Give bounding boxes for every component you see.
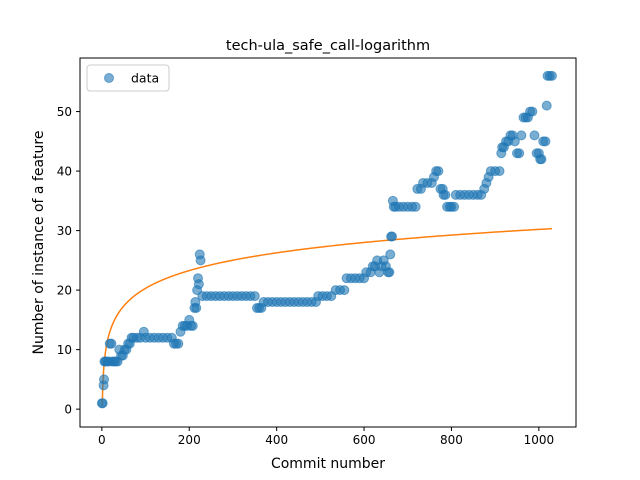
data-point (107, 339, 116, 348)
data-point (517, 131, 526, 140)
y-tick-label: 30 (57, 224, 72, 238)
x-tick-label: 600 (353, 433, 376, 447)
y-axis-label: Number of instance of a feature (31, 131, 47, 355)
data-point (434, 167, 443, 176)
y-tick-label: 40 (57, 165, 72, 179)
data-point (98, 399, 107, 408)
data-point (541, 137, 550, 146)
data-point (515, 149, 524, 158)
data-point (386, 250, 395, 259)
x-axis-label: Commit number (271, 456, 385, 472)
data-point (188, 321, 197, 330)
y-tick-label: 50 (57, 105, 72, 119)
data-point (542, 101, 551, 110)
data-point (340, 286, 349, 295)
legend-label-data: data (131, 71, 159, 86)
data-point (411, 202, 420, 211)
x-tick-label: 800 (440, 433, 463, 447)
x-tick-label: 200 (178, 433, 201, 447)
chart-title: tech-ula_safe_call-logarithm (226, 38, 430, 54)
x-tick-label: 0 (98, 433, 106, 447)
data-point (100, 375, 109, 384)
data-point (388, 232, 397, 241)
data-point (537, 155, 546, 164)
data-point (174, 339, 183, 348)
data-point (528, 107, 537, 116)
data-point (196, 256, 205, 265)
data-point (450, 202, 459, 211)
y-tick-label: 0 (64, 403, 72, 417)
legend-marker-data (105, 74, 114, 83)
data-point (250, 292, 259, 301)
y-tick-label: 20 (57, 284, 72, 298)
data-point (385, 268, 394, 277)
data-point (194, 280, 203, 289)
data-point (441, 190, 450, 199)
data-point (547, 71, 556, 80)
legend: data (87, 65, 169, 91)
x-tick-label: 1000 (524, 433, 555, 447)
data-point (530, 131, 539, 140)
x-tick-label: 400 (265, 433, 288, 447)
data-point (192, 303, 201, 312)
y-tick-label: 10 (57, 343, 72, 357)
data-point (495, 167, 504, 176)
